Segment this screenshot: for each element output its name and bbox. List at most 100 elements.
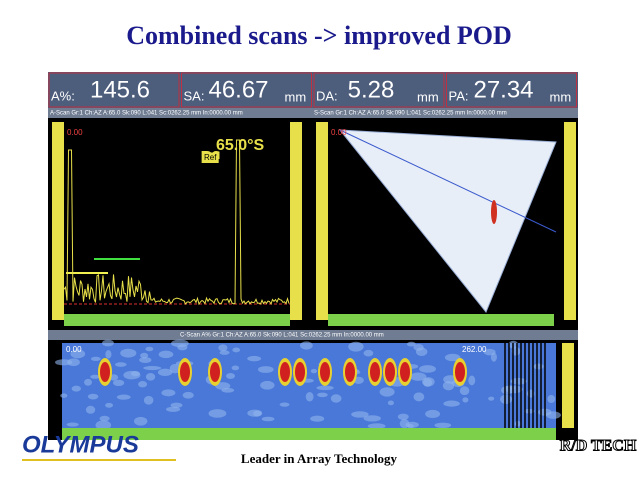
cscan-image: [62, 343, 556, 428]
noise: [247, 409, 263, 417]
readout-value: 145.6: [90, 76, 150, 103]
noise: [165, 406, 181, 412]
indication: [385, 362, 395, 382]
noise: [231, 365, 240, 371]
noise: [510, 377, 527, 385]
noise: [501, 385, 514, 395]
readout-value: 46.67: [208, 76, 268, 103]
tagline: Leader in Array Technology: [241, 451, 398, 466]
readout-cell: [313, 72, 445, 108]
indication: [400, 362, 410, 382]
noise: [483, 348, 496, 356]
noise: [406, 341, 416, 347]
cscan-status: C-Scan A% Gr:1 Ch:AZ A:65.0 Sk:090 L:041…: [180, 333, 384, 339]
noise: [115, 362, 127, 367]
noise: [140, 352, 149, 359]
noise: [488, 396, 495, 401]
noise: [95, 420, 112, 430]
cursor-label: 262.00: [462, 345, 487, 354]
noise: [170, 402, 183, 408]
noise: [363, 415, 381, 422]
cscan-indications: [55, 339, 561, 430]
indication: [100, 362, 110, 382]
noise: [316, 385, 334, 391]
noise: [84, 378, 92, 386]
noise: [219, 350, 230, 355]
start-label: 0.00: [67, 128, 83, 137]
indication: [491, 200, 497, 224]
noise: [133, 416, 148, 426]
noise: [379, 387, 395, 397]
noise: [260, 380, 275, 390]
status-bar: [48, 108, 578, 118]
readout-unit: mm: [550, 89, 572, 104]
noise: [444, 353, 461, 362]
noise: [415, 347, 428, 357]
readout-label: DA:: [316, 88, 338, 103]
noise: [434, 422, 452, 428]
noise: [87, 393, 99, 400]
ascan-panel: [48, 118, 312, 330]
noise: [279, 402, 290, 407]
noise: [90, 374, 100, 379]
noise: [500, 394, 513, 404]
noise: [55, 359, 73, 366]
noise: [363, 349, 374, 357]
indication: [345, 362, 355, 382]
ruler: [52, 122, 64, 320]
ruler: [328, 314, 554, 326]
noise: [208, 409, 227, 418]
sector-scan: [338, 129, 557, 313]
noise: [511, 346, 521, 356]
noise: [157, 368, 173, 377]
readout-label: SA:: [184, 88, 205, 103]
ruler: [564, 122, 576, 320]
noise: [215, 382, 231, 390]
noise: [143, 395, 154, 405]
start-label: 0.00: [331, 128, 347, 137]
noise: [545, 411, 561, 419]
noise: [143, 365, 162, 371]
noise: [300, 341, 313, 350]
noise: [120, 348, 137, 358]
noise: [182, 391, 194, 399]
ruler: [562, 343, 574, 428]
noise: [226, 373, 236, 379]
indication: [295, 362, 305, 382]
noise: [66, 422, 79, 427]
indication: [210, 362, 220, 382]
noise: [112, 379, 125, 387]
noise: [71, 385, 81, 392]
readout-label: PA:: [449, 88, 469, 103]
noise: [310, 368, 318, 374]
noise: [462, 397, 469, 403]
noise: [305, 392, 314, 402]
ruler: [316, 122, 328, 320]
noise: [145, 346, 154, 352]
indication: [280, 362, 290, 382]
noise: [317, 392, 328, 398]
ascan-trace: [63, 139, 290, 306]
noise: [99, 415, 110, 422]
noise: [351, 411, 369, 418]
noise: [348, 341, 364, 352]
noise: [130, 370, 140, 377]
readout-value: 5.28: [348, 76, 395, 103]
ruler: [62, 428, 556, 440]
noise: [387, 400, 394, 406]
noise: [138, 381, 148, 388]
noise: [397, 413, 409, 420]
noise: [468, 375, 476, 386]
indication: [320, 362, 330, 382]
noise: [261, 416, 275, 422]
noise: [102, 339, 114, 347]
noise: [145, 373, 156, 381]
noise: [407, 423, 414, 429]
noise: [60, 393, 68, 398]
readout-cell: [181, 72, 312, 108]
noise: [423, 378, 433, 387]
indication: [370, 362, 380, 382]
noise: [419, 365, 436, 373]
readout-cell: [446, 72, 577, 108]
